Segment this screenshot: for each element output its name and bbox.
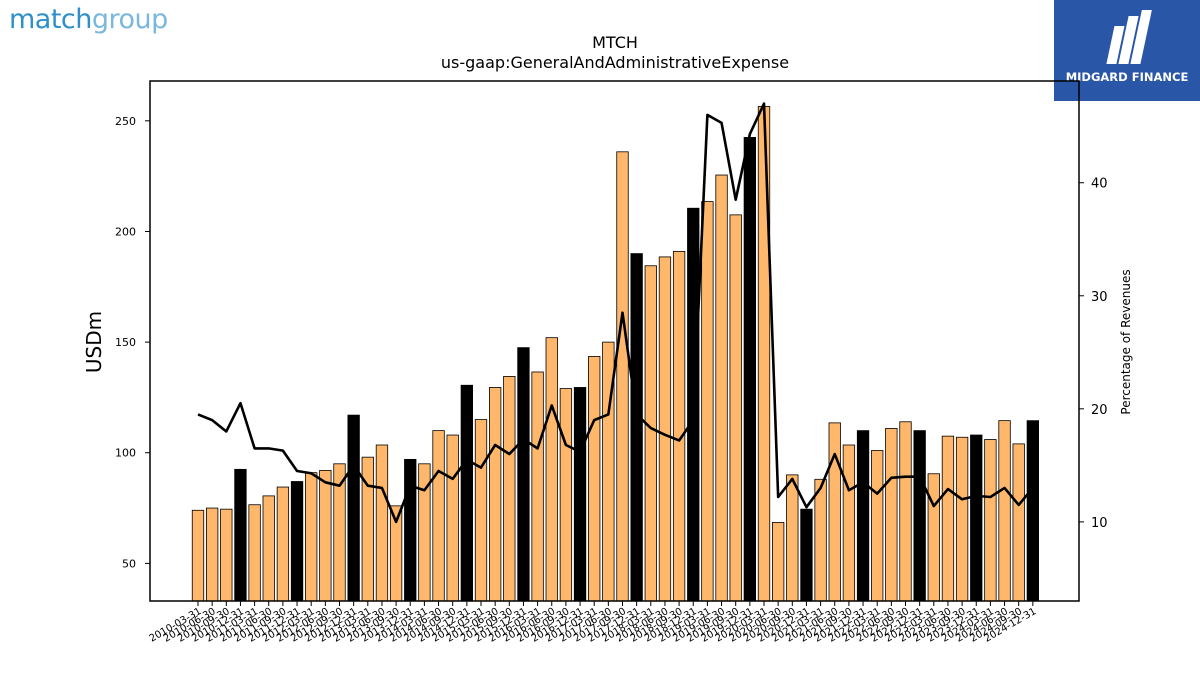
y-tick-label: 50 <box>122 557 136 570</box>
bar-2010-06-30 <box>205 507 219 602</box>
bar-2024-09-30 <box>1012 443 1025 602</box>
bar-2022-12-31 <box>913 430 926 602</box>
chart-subtitle: us-gaap:GeneralAndAdministrativeExpense <box>441 53 789 72</box>
bar-2024-03-31 <box>984 439 997 602</box>
y-tick-label: 100 <box>115 447 136 460</box>
y2-tick-label: 30 <box>1091 290 1108 305</box>
y2-axis: 10 20 30 40 <box>1079 177 1108 531</box>
plot-frame <box>149 80 1080 602</box>
bar-2019-06-30 <box>715 174 728 602</box>
y-axis-label: USDm <box>82 311 106 373</box>
y-axis: 50 100 150 200 250 <box>115 115 150 570</box>
bar-2018-03-31 <box>644 265 657 602</box>
y2-tick-label: 20 <box>1091 403 1108 418</box>
midgard-emblem-icon <box>1106 10 1152 64</box>
bar-2012-03-31 <box>305 472 318 602</box>
percentage-line <box>197 102 1034 524</box>
midgard-finance-logo: MIDGARD FINANCE <box>1054 0 1200 101</box>
bar-2013-06-30 <box>375 444 389 602</box>
y-tick-label: 150 <box>115 336 136 349</box>
y2-axis-label: Percentage of Revenues <box>1119 269 1133 414</box>
matchgroup-logo: matchgroup <box>9 4 168 35</box>
bar-2020-09-30 <box>786 474 799 602</box>
bar-2023-09-30 <box>955 436 969 602</box>
bar-2010-03-31 <box>191 509 205 602</box>
bar-2021-03-31 <box>814 478 827 602</box>
bar-2011-03-31 <box>248 504 261 602</box>
y2-tick-label: 40 <box>1091 177 1108 192</box>
chart-title: MTCH <box>592 33 638 52</box>
bar-2013-12-31 <box>404 458 417 602</box>
x-axis: 2010-03-312010-06-302010-09-302010-12-31… <box>148 601 1038 645</box>
bar-2018-06-30 <box>658 256 672 602</box>
bar-2020-06-30 <box>772 522 785 602</box>
y2-tick-label: 10 <box>1091 516 1108 531</box>
bar-2014-09-30 <box>446 434 459 602</box>
bar-2015-12-31 <box>517 347 530 602</box>
bar-2019-09-30 <box>729 214 742 602</box>
y-tick-label: 200 <box>115 225 136 238</box>
bar-2022-03-31 <box>871 450 884 602</box>
bar-2015-09-30 <box>503 375 516 602</box>
bar-2011-09-30 <box>276 486 290 602</box>
y-tick-label: 250 <box>115 115 136 128</box>
bar-2015-03-31 <box>474 419 488 602</box>
bar-2022-06-30 <box>885 427 898 602</box>
bar-2011-12-31 <box>290 481 304 602</box>
bar-2019-12-31 <box>743 137 756 602</box>
bar-2014-12-31 <box>460 384 474 602</box>
bar-2010-09-30 <box>220 508 233 602</box>
bar-2016-12-31 <box>573 387 587 602</box>
bar-2018-09-30 <box>672 250 686 602</box>
bar-2010-12-31 <box>234 468 247 602</box>
bar-2021-12-31 <box>856 430 870 602</box>
bar-2017-03-31 <box>588 356 601 602</box>
bar-2021-09-30 <box>842 444 856 602</box>
bar-2020-12-31 <box>800 508 813 602</box>
bar-2022-09-30 <box>899 421 912 602</box>
bar-2012-06-30 <box>319 470 332 602</box>
bar-2024-12-31 <box>1026 420 1039 602</box>
bar-2016-03-31 <box>531 371 544 602</box>
bar-series <box>191 106 1039 602</box>
bar-2012-12-31 <box>347 414 360 602</box>
bar-2024-06-30 <box>998 420 1011 602</box>
bar-2023-06-30 <box>941 435 955 602</box>
bar-2019-03-31 <box>701 201 714 602</box>
bar-2016-06-30 <box>545 337 558 602</box>
bar-2011-06-30 <box>262 495 275 602</box>
bar-2021-06-30 <box>828 422 841 602</box>
bar-2023-12-31 <box>970 434 983 602</box>
bar-2023-03-31 <box>927 473 940 602</box>
bar-2017-12-31 <box>630 253 643 602</box>
bar-2017-09-30 <box>616 151 629 602</box>
midgard-finance-label: MIDGARD FINANCE <box>1065 70 1189 84</box>
bar-2016-09-30 <box>559 388 573 602</box>
bar-2015-06-30 <box>488 387 502 602</box>
bar-2014-06-30 <box>432 430 445 602</box>
line-series <box>197 102 1034 524</box>
